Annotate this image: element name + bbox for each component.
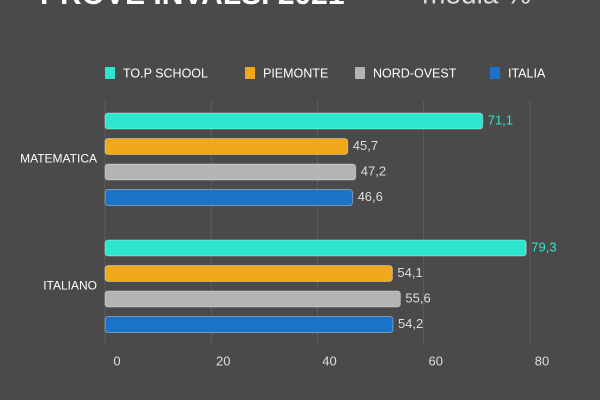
bar — [104, 138, 349, 155]
x-tick-label: 80 — [535, 353, 549, 368]
x-tick-label: 40 — [322, 353, 336, 368]
chart-title: PROVE INVALSI 2021 — [40, 0, 345, 11]
legend-swatch — [355, 67, 365, 79]
legend-label: ITALIA — [508, 66, 546, 80]
legend-swatch — [245, 67, 255, 79]
legend-label: NORD-OVEST — [373, 66, 457, 80]
bar — [104, 163, 357, 181]
x-tick-label: 60 — [429, 353, 443, 368]
value-label: 71,1 — [488, 112, 513, 127]
legend-swatch — [105, 67, 115, 79]
value-label: 54,1 — [397, 265, 422, 280]
legend-label: PIEMONTE — [263, 66, 328, 80]
x-tick-label: 20 — [216, 353, 230, 368]
value-label: 79,3 — [531, 239, 556, 254]
bar — [104, 265, 393, 282]
value-label: 46,6 — [358, 189, 383, 204]
chart-subtitle: - media % — [405, 0, 531, 9]
value-label: 54,2 — [398, 316, 423, 331]
category-label: ITALIANO — [43, 278, 97, 292]
value-label: 45,7 — [353, 138, 378, 153]
bar — [104, 239, 527, 257]
bar — [104, 112, 484, 130]
x-tick-label: 0 — [113, 353, 120, 368]
legend-label: TO.P SCHOOL — [123, 66, 208, 80]
legend-swatch — [490, 67, 500, 79]
category-label: MATEMATICA — [20, 151, 97, 165]
bar — [104, 290, 401, 308]
bar — [104, 189, 354, 206]
value-label: 47,2 — [361, 163, 386, 178]
value-label: 55,6 — [405, 290, 430, 305]
bar — [104, 316, 394, 333]
